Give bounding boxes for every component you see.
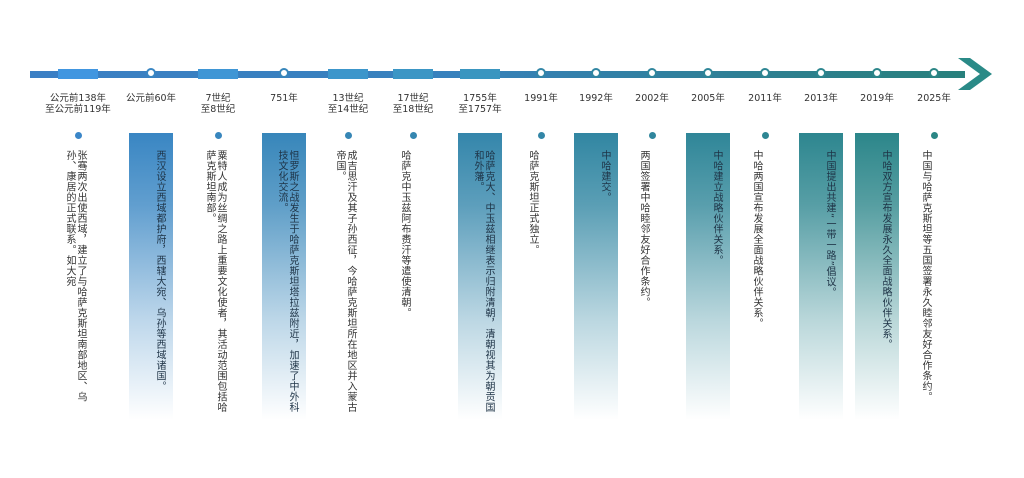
event-card: 中哈建立战略伙伴关系。 [686, 133, 730, 420]
axis-marker-dot [647, 68, 657, 78]
period-label: 1992年 [579, 93, 613, 104]
event-card: 中哈建交。 [574, 133, 618, 420]
period-label: 公元前60年 [125, 93, 177, 104]
event-text: 中哈两国宣布发展全面战略伙伴关系。 [751, 150, 762, 329]
period-label: 2025年 [917, 93, 951, 104]
axis-marker-dot [536, 68, 546, 78]
event-text: 成吉思汗及其子孙西征，今哈萨克斯坦所在地区并入蒙古帝国。 [334, 150, 356, 413]
event-dot [930, 132, 938, 139]
event-text: 中国提出共建“一带一路”倡议。 [824, 150, 835, 298]
event-text: 哈萨克中玉兹阿布赉汗等遣使清朝。 [399, 150, 410, 318]
event-text: 中国与哈萨克斯坦等五国签署永久睦邻友好合作条约。 [920, 150, 931, 402]
arrow-head-icon [958, 58, 992, 90]
axis-marker-dot [929, 68, 939, 78]
event-dot [74, 132, 82, 139]
period-label: 751年 [270, 93, 298, 104]
axis-marker-dot [146, 68, 156, 78]
event-text: 中哈建交。 [599, 150, 610, 203]
axis-marker-dot [279, 68, 289, 78]
axis-marker-block [58, 69, 98, 79]
period-label: 1755年 至1757年 [458, 93, 502, 115]
event-card: 中国提出共建“一带一路”倡议。 [799, 133, 843, 420]
period-label: 2011年 [748, 93, 782, 104]
period-label: 7世纪 至8世纪 [200, 93, 236, 115]
event-dot [409, 132, 417, 139]
axis-marker-block [328, 69, 368, 79]
event-text: 哈萨克斯坦正式独立。 [527, 150, 538, 255]
event-dot [761, 132, 769, 139]
axis-marker-dot [760, 68, 770, 78]
event-text: 两国签署中哈睦邻友好合作条约。 [638, 150, 649, 308]
period-label: 2019年 [860, 93, 894, 104]
event-card: 西汉设立西域都护府，西辖大宛、乌孙等西域诸国。 [129, 133, 173, 420]
axis-marker-block [393, 69, 433, 79]
event-text: 哈萨克大、中玉兹相继表示归附清朝，清朝视其为朝贡国和外藩。 [472, 150, 494, 413]
axis-marker-block [460, 69, 500, 79]
event-text: 怛罗斯之战发生于哈萨克斯坦塔拉兹附近，加速了中外科技文化交流。 [276, 150, 298, 413]
period-label: 2002年 [635, 93, 669, 104]
axis-marker-dot [703, 68, 713, 78]
axis-marker-dot [816, 68, 826, 78]
event-card: 哈萨克大、中玉兹相继表示归附清朝，清朝视其为朝贡国和外藩。 [458, 133, 502, 420]
period-label: 17世纪 至18世纪 [392, 93, 434, 115]
axis-marker-dot [591, 68, 601, 78]
event-dot [648, 132, 656, 139]
period-label: 公元前138年 至公元前119年 [45, 93, 111, 115]
event-text: 中哈建立战略伙伴关系。 [711, 150, 722, 266]
axis-marker-block [198, 69, 238, 79]
event-card: 中哈双方宣布发展永久全面战略伙伴关系。 [855, 133, 899, 420]
event-dot [214, 132, 222, 139]
event-text: 中哈双方宣布发展永久全面战略伙伴关系。 [880, 150, 891, 350]
event-dot [537, 132, 545, 139]
event-text: 张骞两次出使西域，建立了与哈萨克斯坦南部地区、乌孙、康居的正式联系。如大宛 [64, 150, 86, 402]
event-text: 西汉设立西域都护府，西辖大宛、乌孙等西域诸国。 [154, 150, 165, 392]
period-label: 2005年 [691, 93, 725, 104]
period-label: 2013年 [804, 93, 838, 104]
period-label: 1991年 [524, 93, 558, 104]
event-dot [344, 132, 352, 139]
event-card: 怛罗斯之战发生于哈萨克斯坦塔拉兹附近，加速了中外科技文化交流。 [262, 133, 306, 420]
period-label: 13世纪 至14世纪 [327, 93, 369, 115]
axis-marker-dot [872, 68, 882, 78]
event-text: 粟特人成为丝绸之路上重要文化使者，其活动范围包括哈萨克斯坦南部。 [204, 150, 226, 413]
